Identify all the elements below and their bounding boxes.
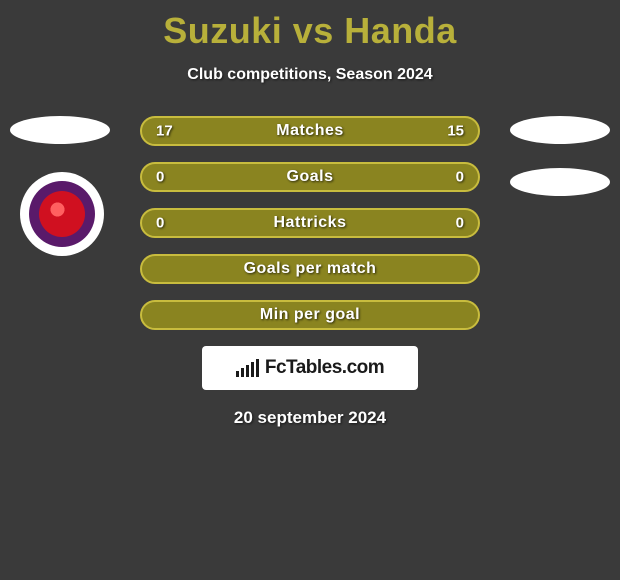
club-badge-left: [20, 172, 104, 256]
stat-row: 17 Matches 15: [140, 116, 480, 146]
stat-row: 0 Hattricks 0: [140, 208, 480, 238]
comparison-title: Suzuki vs Handa: [0, 0, 620, 52]
player-left-slot: [10, 116, 110, 144]
stat-label: Goals per match: [244, 260, 377, 278]
stat-label: Matches: [276, 122, 344, 140]
stat-label: Min per goal: [260, 306, 360, 324]
player-right-slot: [510, 116, 610, 144]
brand-text: FcTables.com: [265, 357, 384, 379]
stat-value-left: 0: [156, 215, 164, 232]
stat-value-right: 0: [456, 215, 464, 232]
club-badge-core: [39, 191, 85, 237]
stat-value-left: 0: [156, 169, 164, 186]
stat-row: Min per goal: [140, 300, 480, 330]
date-line: 20 september 2024: [0, 408, 620, 428]
season-subtitle: Club competitions, Season 2024: [0, 66, 620, 84]
club-badge-ring: [29, 181, 95, 247]
stat-row: 0 Goals 0: [140, 162, 480, 192]
stat-row: Goals per match: [140, 254, 480, 284]
stat-label: Hattricks: [274, 214, 347, 232]
brand-box: FcTables.com: [202, 346, 418, 390]
stat-value-right: 15: [447, 123, 464, 140]
brand-bars-icon: [236, 359, 259, 377]
stat-label: Goals: [287, 168, 334, 186]
stat-rows: 17 Matches 15 0 Goals 0 0 Hattricks 0 Go…: [140, 116, 480, 330]
player-right-slot-2: [510, 168, 610, 196]
stat-value-right: 0: [456, 169, 464, 186]
comparison-content: 17 Matches 15 0 Goals 0 0 Hattricks 0 Go…: [0, 116, 620, 428]
stat-value-left: 17: [156, 123, 173, 140]
